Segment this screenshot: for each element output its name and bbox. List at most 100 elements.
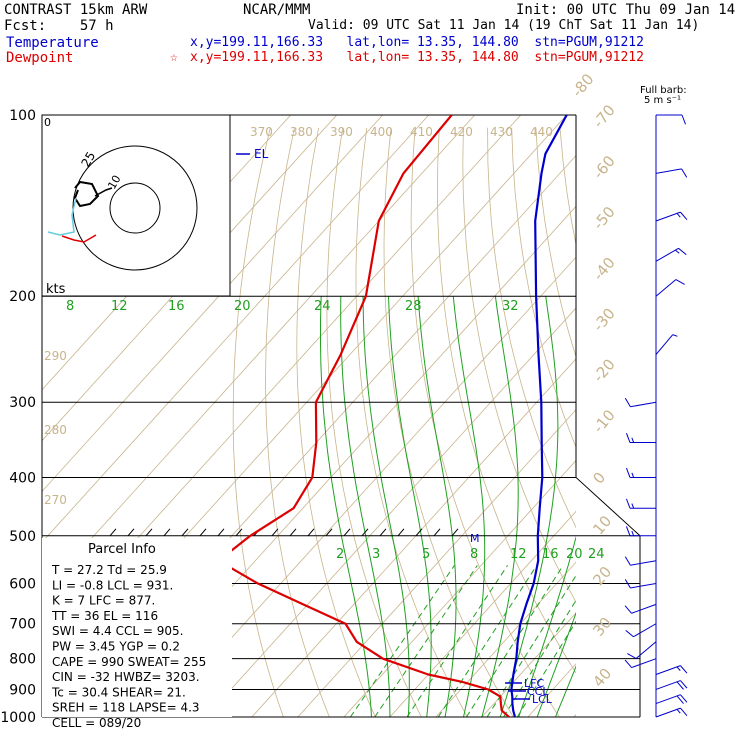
- wind-barb: [624, 603, 657, 614]
- pressure-tick-label: 900: [9, 682, 36, 698]
- moist-adiabat: [518, 535, 576, 717]
- hodograph-inset: 25 10 0 kts: [41, 114, 231, 297]
- pressure-tick-label: 200: [9, 289, 36, 305]
- hodo-trace-tail: [94, 187, 113, 197]
- pressure-tick-label: 800: [9, 652, 36, 668]
- wind-barb-staff: [655, 279, 677, 297]
- wind-barb: [625, 623, 657, 638]
- hatch-mark: [271, 528, 279, 537]
- parcel-info-row: LI = -0.8 LCL = 931.: [52, 578, 173, 592]
- wind-barb-feather: [625, 433, 631, 443]
- temperature-profile: [510, 115, 568, 717]
- pressure-labels: 100 200 300 400 500 600 700 800 900 1000: [0, 108, 36, 726]
- wind-barb: [655, 707, 688, 718]
- isotherm-label: -20: [589, 355, 619, 385]
- temperature-station-info: x,y=199.11,166.33 lat,lon= 13.35, 144.80…: [190, 35, 644, 50]
- isotherm-label: 30: [589, 614, 615, 640]
- dry-adiabat: [462, 127, 576, 603]
- chart-title: CONTRAST 15km ARW: [4, 2, 148, 18]
- hatch-mark: [433, 528, 441, 537]
- wind-barb-feather: [676, 695, 684, 704]
- wind-barb-feather: [676, 681, 684, 690]
- hatch-mark: [163, 528, 171, 537]
- parcel-info-rows: T = 27.2 Td = 25.9LI = -0.8 LCL = 931. K …: [51, 563, 206, 730]
- wind-barb: [655, 279, 685, 297]
- hatch-mark: [235, 528, 243, 537]
- mixing-ratio-line: [437, 565, 538, 717]
- wind-barb-feather: [624, 605, 632, 614]
- moist-adiabat-label: 12: [111, 299, 128, 314]
- wind-barb-staff: [655, 707, 681, 718]
- dry-adiabat: [232, 127, 284, 717]
- wind-barb-feather: [624, 659, 632, 668]
- wind-barb: [655, 211, 688, 222]
- hatch-mark: [145, 528, 153, 537]
- dry-adiabat: [265, 127, 330, 717]
- wind-barb-feather: [680, 680, 688, 689]
- wind-barb-feather: [676, 709, 681, 714]
- hodo-storm-motion: [61, 234, 97, 243]
- moist-adiabat-label: 32: [502, 299, 519, 314]
- theta-label: 430: [490, 125, 513, 139]
- temperature-legend: Temperature: [6, 35, 99, 51]
- hatch-mark: [343, 528, 351, 537]
- moist-adiabat: [555, 665, 576, 717]
- mixing-ratio-line: [406, 565, 508, 717]
- dry-adiabat: [436, 127, 576, 674]
- wind-barb: [655, 694, 688, 705]
- isotherm-label: -70: [589, 101, 619, 131]
- mixing-ratio-line: [349, 565, 455, 717]
- wind-barb-feather: [676, 213, 681, 218]
- isotherm-label: -80: [568, 70, 598, 100]
- hatch-mark: [379, 528, 387, 537]
- parcel-info-row: CAPE = 990 SWEAT= 255: [52, 655, 206, 669]
- theta-label: 370: [250, 125, 273, 139]
- theta-label: 400: [370, 125, 393, 139]
- hodo-ring-inner: [109, 182, 161, 234]
- isotherm-label: -40: [589, 254, 619, 284]
- hatch-mark: [397, 528, 405, 537]
- hatch-mark: [415, 528, 423, 537]
- wind-barb-feather: [631, 503, 635, 509]
- level-markers: EL M LFC CCL LCL: [236, 147, 553, 706]
- pressure-tick-label: 100: [9, 108, 36, 124]
- wind-barb-feather: [675, 279, 685, 285]
- mixing-ratio-label: 3: [372, 547, 380, 562]
- theta-label: 440: [530, 125, 553, 139]
- pressure-tick-label: 600: [9, 576, 36, 592]
- wind-barb-staff: [655, 334, 674, 355]
- wind-barb: [655, 168, 688, 178]
- wind-barb-staff: [655, 665, 681, 675]
- isotherm-label: -60: [589, 152, 619, 182]
- wind-barb: [624, 579, 657, 589]
- theta-low-label: 280: [44, 423, 67, 437]
- wind-barb-feather: [678, 247, 687, 256]
- isotherm-label: 40: [589, 665, 615, 691]
- moist-adiabat: [536, 611, 576, 717]
- wind-barb: [655, 680, 688, 690]
- mixing-ratio-label: 5: [422, 547, 430, 562]
- lcl-label: LCL: [532, 693, 553, 706]
- isotherm-line: [42, 115, 430, 543]
- hodo-ring-label-0: 0: [44, 116, 51, 129]
- wind-barb: [625, 498, 656, 509]
- wind-barb-staff: [655, 168, 682, 174]
- parcel-info-row: Tc = 30.4 SHEAR= 21.: [51, 685, 186, 699]
- hodo-low-level: [47, 197, 77, 236]
- parcel-info-row: PW = 3.45 YGP = 0.2: [52, 640, 180, 654]
- isotherm-line: [573, 714, 576, 717]
- dry-adiabat: [559, 127, 576, 247]
- parcel-info-background: [42, 538, 232, 717]
- wind-barb: [655, 665, 688, 675]
- isotherm-line: [205, 307, 576, 717]
- wind-panel-scale: 5 m s⁻¹: [644, 95, 681, 106]
- mixing-ratio-label: 16: [542, 547, 559, 562]
- isotherm-line: [435, 561, 576, 717]
- moist-adiabat-label: 28: [405, 299, 422, 314]
- dry-adiabat: [355, 127, 468, 717]
- pressure-tick-label: 400: [9, 470, 36, 486]
- wind-barb-staff: [631, 603, 657, 614]
- isotherm-label: 20: [589, 563, 615, 589]
- sounding-profiles: [217, 115, 568, 717]
- dewpoint-star-icon: ☆: [170, 50, 178, 65]
